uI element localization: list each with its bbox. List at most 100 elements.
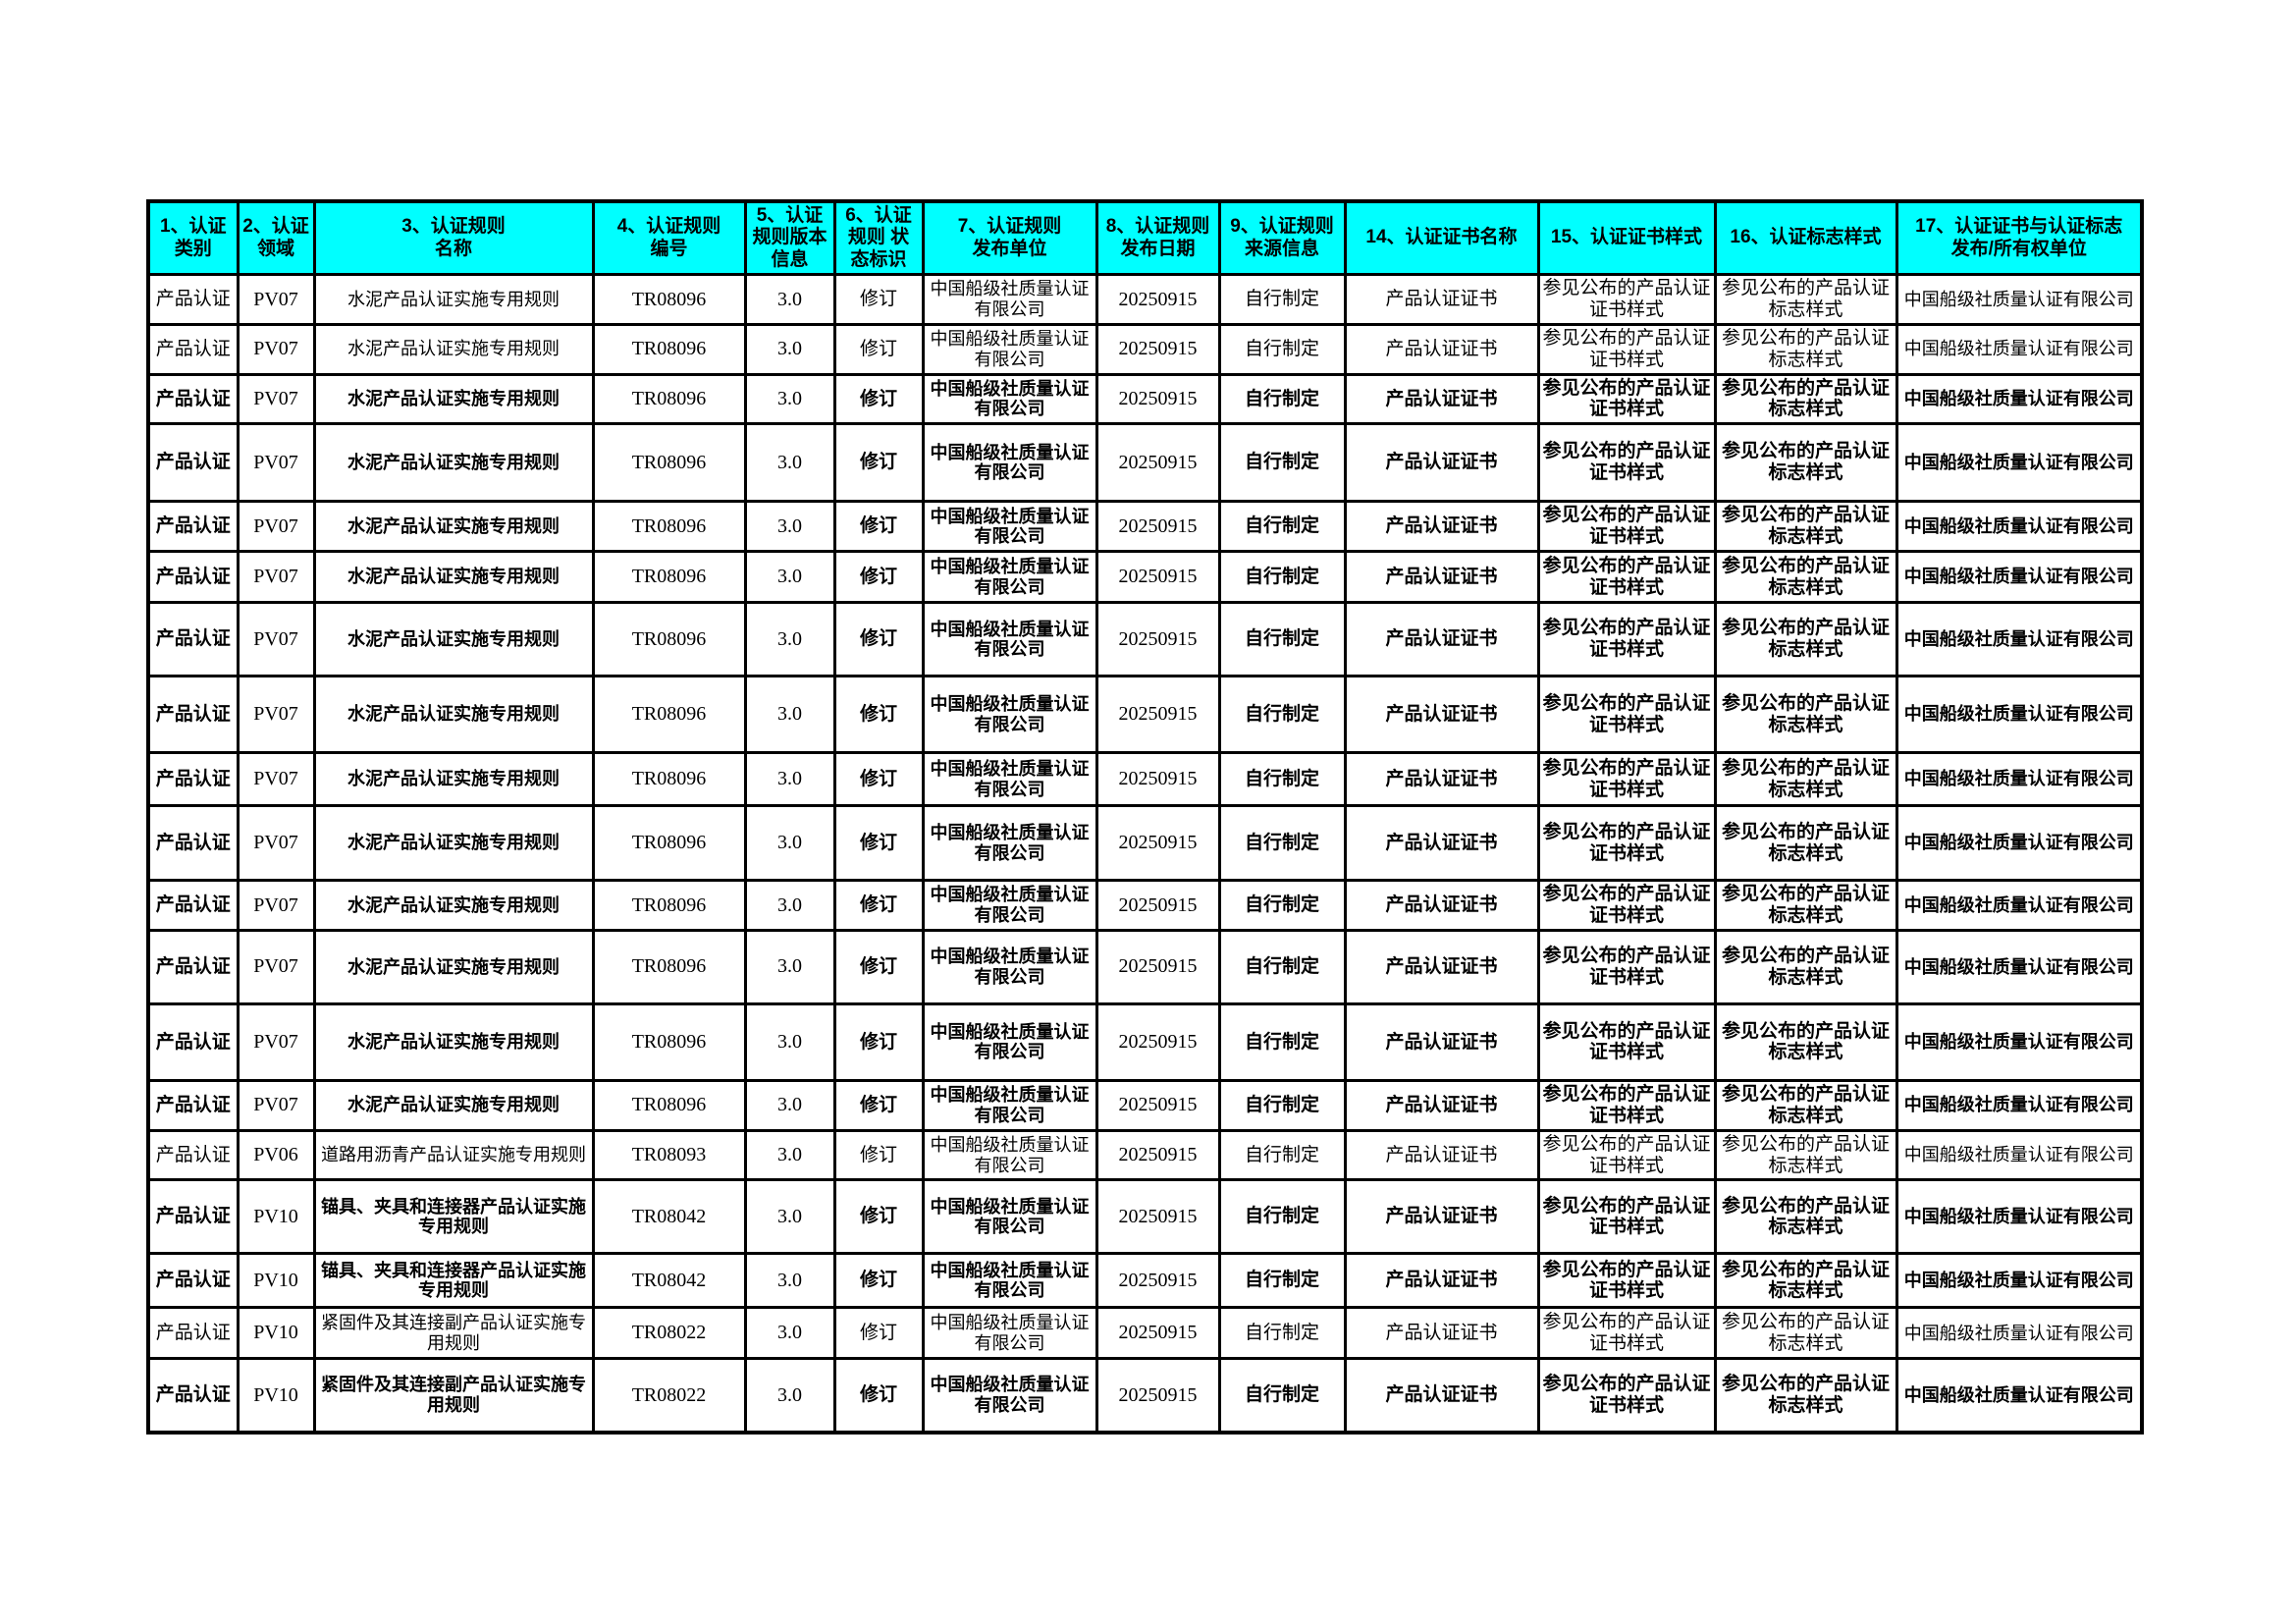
cell-field: PV07 xyxy=(236,372,316,426)
cell-field: PV07 xyxy=(236,1078,316,1132)
cell-version: 3.0 xyxy=(743,804,836,883)
cell-publisher: 中国船级社质量认证有限公司 xyxy=(921,422,1098,504)
cell-mark_style: 参见公布的产品认证标志样式 xyxy=(1713,273,1898,326)
table-row: 产品认证 PV07 水泥产品认证实施专用规则 TR08096 3.0 修订 中国船级社质量认… xyxy=(146,879,2144,932)
cell-field: PV10 xyxy=(236,1178,316,1256)
cell-rule_no: TR08093 xyxy=(591,1128,747,1182)
cell-rule_name: 水泥产品认证实施专用规则 xyxy=(312,550,595,605)
cell-cert_name: 产品认证证书 xyxy=(1343,500,1540,554)
cell-rule_no: TR08096 xyxy=(591,322,747,376)
cell-owner: 中国船级社质量认证有限公司 xyxy=(1895,751,2144,808)
cell-publisher: 中国船级社质量认证有限公司 xyxy=(921,550,1098,605)
cell-mark_style: 参见公布的产品认证标志样式 xyxy=(1713,1306,1898,1361)
cell-source: 自行制定 xyxy=(1217,1357,1347,1435)
table-row: 产品认证 PV07 水泥产品认证实施专用规则 TR08096 3.0 修订 中国船级社质量认… xyxy=(146,1078,2144,1132)
cell-publisher: 中国船级社质量认证有限公司 xyxy=(921,879,1098,932)
cell-owner: 中国船级社质量认证有限公司 xyxy=(1895,1306,2144,1361)
cell-owner: 中国船级社质量认证有限公司 xyxy=(1895,1178,2144,1256)
cell-publish_date: 20250915 xyxy=(1095,1306,1221,1361)
cell-source: 自行制定 xyxy=(1217,1252,1347,1310)
cell-version: 3.0 xyxy=(743,1357,836,1435)
cell-mark_style: 参见公布的产品认证标志样式 xyxy=(1713,1178,1898,1256)
cell-rule_name: 水泥产品认证实施专用规则 xyxy=(312,751,595,808)
cell-publisher: 中国船级社质量认证有限公司 xyxy=(921,1357,1098,1435)
header-cell-cert_style: 15、认证证书样式 xyxy=(1536,199,1717,277)
header-cell-publisher: 7、认证规则 发布单位 xyxy=(921,199,1098,277)
cell-version: 3.0 xyxy=(743,422,836,504)
cell-status: 修订 xyxy=(832,372,925,426)
table-row: 产品认证 PV07 水泥产品认证实施专用规则 TR08096 3.0 修订 中国船级社质量认… xyxy=(146,1001,2144,1082)
cell-publish_date: 20250915 xyxy=(1095,804,1221,883)
cell-source: 自行制定 xyxy=(1217,879,1347,932)
cell-owner: 中国船级社质量认证有限公司 xyxy=(1895,804,2144,883)
cell-publish_date: 20250915 xyxy=(1095,273,1221,326)
cell-rule_no: TR08096 xyxy=(591,751,747,808)
cell-cert_name: 产品认证证书 xyxy=(1343,879,1540,932)
table-row: 产品认证 PV07 水泥产品认证实施专用规则 TR08096 3.0 修订 中国船级社质量认… xyxy=(146,675,2144,755)
table-row: 产品认证 PV07 水泥产品认证实施专用规则 TR08096 3.0 修订 中国船级社质量认… xyxy=(146,500,2144,554)
cell-cert_style: 参见公布的产品认证证书样式 xyxy=(1536,500,1717,554)
cell-rule_name: 水泥产品认证实施专用规则 xyxy=(312,601,595,678)
cell-category: 产品认证 xyxy=(146,422,240,504)
cell-mark_style: 参见公布的产品认证标志样式 xyxy=(1713,804,1898,883)
cell-version: 3.0 xyxy=(743,273,836,326)
table-header: 1、认证类别 2、认证领域 3、认证规则 名称 4、认证规则 编号 5、认证规则版本信息… xyxy=(146,199,2144,277)
cell-rule_name: 锚具、夹具和连接器产品认证实施专用规则 xyxy=(312,1252,595,1310)
cell-mark_style: 参见公布的产品认证标志样式 xyxy=(1713,422,1898,504)
cell-cert_name: 产品认证证书 xyxy=(1343,1252,1540,1310)
cell-category: 产品认证 xyxy=(146,1178,240,1256)
cell-rule_no: TR08096 xyxy=(591,879,747,932)
table-row: 产品认证 PV07 水泥产品认证实施专用规则 TR08096 3.0 修订 中国船级社质量认… xyxy=(146,928,2144,1005)
cell-field: PV07 xyxy=(236,879,316,932)
header-cell-cert_name: 14、认证证书名称 xyxy=(1343,199,1540,277)
cell-status: 修订 xyxy=(832,879,925,932)
cell-cert_name: 产品认证证书 xyxy=(1343,1178,1540,1256)
cell-field: PV06 xyxy=(236,1128,316,1182)
header-cell-rule_name: 3、认证规则 名称 xyxy=(312,199,595,277)
cell-status: 修订 xyxy=(832,273,925,326)
cell-version: 3.0 xyxy=(743,928,836,1005)
cell-cert_name: 产品认证证书 xyxy=(1343,422,1540,504)
cell-publish_date: 20250915 xyxy=(1095,1178,1221,1256)
cell-source: 自行制定 xyxy=(1217,550,1347,605)
cell-publisher: 中国船级社质量认证有限公司 xyxy=(921,1306,1098,1361)
cell-mark_style: 参见公布的产品认证标志样式 xyxy=(1713,675,1898,755)
cell-owner: 中国船级社质量认证有限公司 xyxy=(1895,1001,2144,1082)
cell-mark_style: 参见公布的产品认证标志样式 xyxy=(1713,500,1898,554)
cell-category: 产品认证 xyxy=(146,1357,240,1435)
cell-publisher: 中国船级社质量认证有限公司 xyxy=(921,1078,1098,1132)
cell-cert_name: 产品认证证书 xyxy=(1343,372,1540,426)
cell-rule_no: TR08096 xyxy=(591,675,747,755)
cell-owner: 中国船级社质量认证有限公司 xyxy=(1895,1252,2144,1310)
cell-mark_style: 参见公布的产品认证标志样式 xyxy=(1713,928,1898,1005)
cell-rule_name: 水泥产品认证实施专用规则 xyxy=(312,1078,595,1132)
cell-rule_no: TR08096 xyxy=(591,1001,747,1082)
cell-status: 修订 xyxy=(832,804,925,883)
cell-version: 3.0 xyxy=(743,322,836,376)
cell-rule_name: 水泥产品认证实施专用规则 xyxy=(312,675,595,755)
cell-version: 3.0 xyxy=(743,1128,836,1182)
cell-mark_style: 参见公布的产品认证标志样式 xyxy=(1713,1252,1898,1310)
cell-publisher: 中国船级社质量认证有限公司 xyxy=(921,372,1098,426)
cell-cert_name: 产品认证证书 xyxy=(1343,601,1540,678)
cell-cert_style: 参见公布的产品认证证书样式 xyxy=(1536,1178,1717,1256)
cell-cert_style: 参见公布的产品认证证书样式 xyxy=(1536,1128,1717,1182)
cell-rule_name: 紧固件及其连接副产品认证实施专用规则 xyxy=(312,1357,595,1435)
cell-field: PV07 xyxy=(236,928,316,1005)
cell-field: PV07 xyxy=(236,500,316,554)
cell-cert_name: 产品认证证书 xyxy=(1343,273,1540,326)
cell-rule_name: 水泥产品认证实施专用规则 xyxy=(312,372,595,426)
header-cell-field: 2、认证领域 xyxy=(236,199,316,277)
cell-field: PV07 xyxy=(236,422,316,504)
cell-cert_style: 参见公布的产品认证证书样式 xyxy=(1536,322,1717,376)
cell-cert_style: 参见公布的产品认证证书样式 xyxy=(1536,751,1717,808)
cell-cert_style: 参见公布的产品认证证书样式 xyxy=(1536,675,1717,755)
cell-rule_no: TR08096 xyxy=(591,273,747,326)
cell-cert_style: 参见公布的产品认证证书样式 xyxy=(1536,1252,1717,1310)
cell-version: 3.0 xyxy=(743,1178,836,1256)
cell-field: PV07 xyxy=(236,1001,316,1082)
cell-cert_name: 产品认证证书 xyxy=(1343,751,1540,808)
cell-owner: 中国船级社质量认证有限公司 xyxy=(1895,322,2144,376)
cell-field: PV10 xyxy=(236,1306,316,1361)
